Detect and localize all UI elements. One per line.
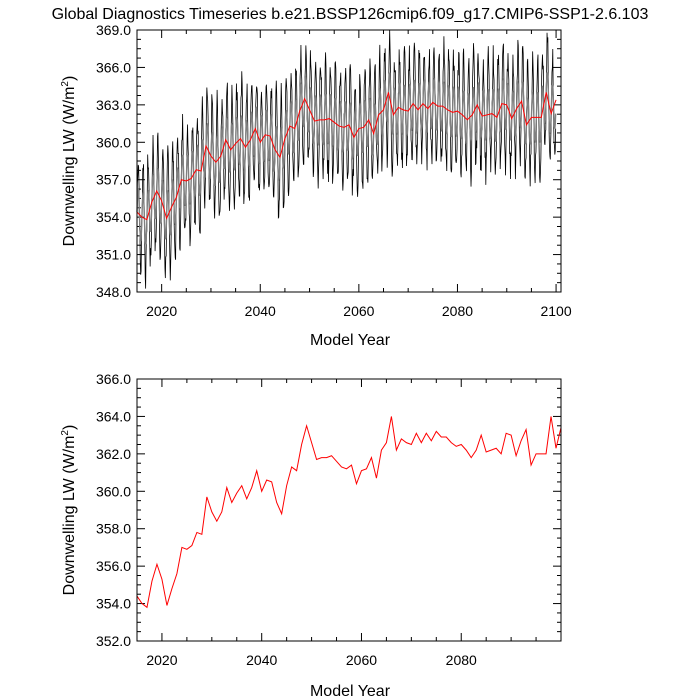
annual-mean-line: [136, 416, 562, 609]
x-tick-label: 2040: [246, 652, 277, 668]
annual-mean-series-top: [136, 92, 557, 221]
x-tick-label: 2080: [446, 652, 477, 668]
x-tick-label: 2080: [442, 303, 473, 319]
y-tick-label: 360.0: [96, 134, 131, 150]
y-tick-label: 366.0: [96, 371, 131, 387]
y-tick-label: 363.0: [96, 97, 131, 113]
monthly-line: [136, 29, 557, 289]
x-tick-label: 2020: [146, 652, 177, 668]
x-tick-label: 2020: [146, 303, 177, 319]
x-tick-label: 2060: [343, 303, 374, 319]
y-tick-label: 348.0: [96, 284, 131, 300]
y-tick-label: 354.0: [96, 209, 131, 225]
chart-title: Global Diagnostics Timeseries b.e21.BSSP…: [52, 6, 649, 23]
x-tick-label: 2060: [346, 652, 377, 668]
bottom-panel: 2020 2040 2060 2080 352.0 354.0 356.0 358.0 360.…: [60, 371, 562, 700]
annual-mean-line: [136, 92, 557, 221]
y-tick-label: 354.0: [96, 596, 131, 612]
bottom-x-axis-label: Model Year: [310, 683, 391, 700]
y-tick-label: 351.0: [96, 247, 131, 263]
annual-mean-series-bottom: [136, 416, 562, 609]
y-tick-label: 357.0: [96, 172, 131, 188]
monthly-series: [136, 29, 557, 289]
bottom-y-axis-label: Downwelling LW (W/m2): [60, 425, 78, 596]
y-tick-label: 358.0: [96, 521, 131, 537]
y-tick-label: 364.0: [96, 408, 131, 424]
y-tick-label: 369.0: [96, 22, 131, 38]
x-tick-label: 2040: [245, 303, 276, 319]
y-tick-label: 366.0: [96, 59, 131, 75]
bottom-panel-ticks: [136, 378, 561, 642]
x-tick-label: 2100: [540, 303, 571, 319]
top-x-axis-label: Model Year: [310, 332, 391, 349]
top-plot-frame: [136, 29, 562, 293]
y-tick-label: 360.0: [96, 483, 131, 499]
top-y-axis-label: Downwelling LW (W/m2): [60, 76, 78, 247]
top-panel: 2020 2040 2060 2080 2100 348.0 351.0 354.0 357.0…: [60, 22, 572, 349]
bottom-plot-frame: [136, 378, 562, 642]
top-panel-tick-labels: 2020 2040 2060 2080 2100 348.0 351.0 354.0 357.0…: [96, 22, 572, 319]
y-tick-label: 356.0: [96, 558, 131, 574]
y-tick-label: 362.0: [96, 446, 131, 462]
monthly-smoothed-line: [136, 72, 557, 245]
y-tick-label: 352.0: [96, 633, 131, 649]
bottom-panel-tick-labels: 2020 2040 2060 2080 352.0 354.0 356.0 358.0 360.…: [96, 371, 477, 668]
